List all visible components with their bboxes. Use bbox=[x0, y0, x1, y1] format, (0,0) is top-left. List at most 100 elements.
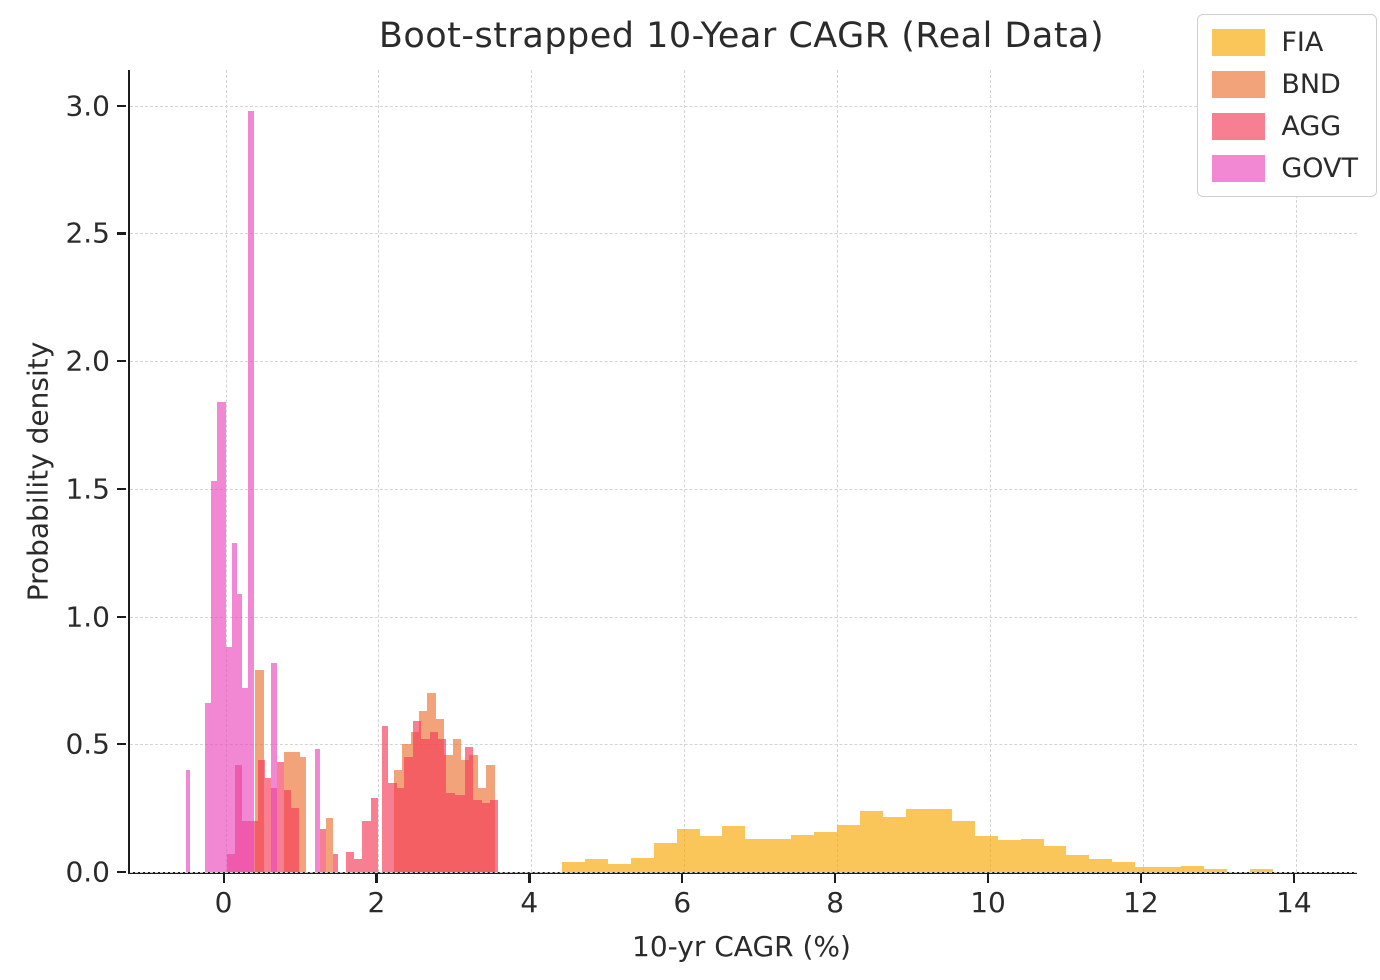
hist-bar-agg bbox=[438, 739, 447, 872]
y-tick-label: 2.0 bbox=[65, 344, 110, 378]
hist-bar-fia bbox=[791, 834, 815, 872]
gridline-x bbox=[1142, 70, 1144, 872]
hist-bar-agg bbox=[388, 782, 397, 872]
hist-bar-agg bbox=[429, 731, 439, 872]
y-axis-label: Probability density bbox=[21, 341, 55, 602]
legend: FIA BND AGG GOVT bbox=[1197, 14, 1377, 197]
hist-bar-agg bbox=[481, 803, 491, 872]
hist-bar-agg bbox=[258, 759, 266, 872]
hist-bar-govt bbox=[248, 110, 254, 872]
hist-bar-fia bbox=[561, 861, 585, 872]
hist-bar-agg bbox=[370, 797, 379, 872]
hist-bar-fia bbox=[607, 864, 631, 872]
hist-bar-agg bbox=[404, 757, 413, 872]
x-tick-mark bbox=[681, 874, 684, 883]
hist-bar-agg bbox=[283, 790, 292, 872]
gridline-x bbox=[378, 70, 380, 872]
y-tick-mark bbox=[117, 104, 126, 107]
x-tick-label: 4 bbox=[520, 886, 539, 919]
legend-item-fia: FIA bbox=[1212, 27, 1358, 58]
hist-bar-fia bbox=[860, 810, 883, 872]
hist-bar-govt bbox=[237, 593, 243, 872]
legend-label-fia: FIA bbox=[1281, 27, 1324, 58]
gridline-y bbox=[130, 233, 1357, 235]
y-tick-mark bbox=[117, 487, 126, 491]
legend-label-agg: AGG bbox=[1281, 111, 1342, 142]
x-tick-label: 12 bbox=[1123, 886, 1159, 919]
hist-bar-fia bbox=[1089, 859, 1113, 872]
hist-bar-fia bbox=[768, 838, 792, 872]
y-tick-label: 1.0 bbox=[65, 600, 110, 634]
x-tick-label: 14 bbox=[1276, 886, 1312, 919]
hist-bar-fia bbox=[951, 820, 975, 872]
hist-bar-agg bbox=[320, 828, 326, 872]
legend-item-agg: AGG bbox=[1212, 111, 1358, 142]
hist-bar-agg bbox=[421, 739, 430, 872]
y-tick-mark bbox=[117, 232, 126, 235]
gridline-x bbox=[837, 70, 839, 872]
hist-bar-fia bbox=[676, 828, 700, 872]
gridline-x bbox=[531, 70, 533, 872]
hist-bar-agg bbox=[412, 721, 422, 872]
hist-bar-fia bbox=[1158, 866, 1182, 872]
gridline-y bbox=[130, 616, 1357, 618]
x-tick-label: 2 bbox=[367, 886, 386, 919]
hist-bar-fia bbox=[974, 836, 998, 872]
hist-bar-fia bbox=[905, 809, 929, 872]
x-tick-mark bbox=[1139, 874, 1143, 883]
hist-bar-fia bbox=[1112, 861, 1136, 872]
hist-bar-govt bbox=[211, 481, 218, 872]
y-tick-mark bbox=[117, 743, 126, 746]
hist-bar-agg bbox=[362, 820, 371, 872]
hist-bar-agg bbox=[381, 726, 389, 872]
hist-bar-fia bbox=[1249, 869, 1273, 872]
hist-bar-govt bbox=[231, 542, 238, 872]
hist-bar-fia bbox=[883, 817, 906, 872]
hist-bar-agg bbox=[276, 762, 284, 872]
hist-bar-fia bbox=[653, 842, 677, 872]
y-tick-label: 2.5 bbox=[65, 216, 110, 250]
hist-bar-fia bbox=[1181, 865, 1205, 872]
y-tick-label: 1.5 bbox=[65, 472, 110, 506]
chart-title: Boot-strapped 10-Year CAGR (Real Data) bbox=[378, 16, 1105, 56]
plot-area bbox=[128, 70, 1357, 874]
hist-bar-agg bbox=[464, 746, 474, 872]
hist-bar-fia bbox=[814, 832, 838, 872]
hist-bar-bnd bbox=[325, 818, 334, 872]
legend-label-govt: GOVT bbox=[1281, 153, 1358, 184]
hist-bar-agg bbox=[333, 854, 338, 872]
hist-bar-fia bbox=[997, 840, 1021, 872]
hist-bar-fia bbox=[1066, 855, 1090, 872]
legend-swatch-govt bbox=[1212, 155, 1266, 182]
x-tick-mark bbox=[987, 874, 990, 883]
hist-bar-govt bbox=[185, 769, 191, 872]
y-tick-label: 3.0 bbox=[65, 89, 110, 123]
x-tick-mark bbox=[528, 874, 531, 883]
hist-bar-fia bbox=[584, 859, 608, 872]
hist-bar-fia bbox=[1204, 869, 1228, 872]
hist-bar-fia bbox=[699, 836, 723, 872]
hist-bar-govt bbox=[217, 402, 227, 872]
hist-bar-fia bbox=[1135, 866, 1159, 872]
hist-bar-agg bbox=[473, 800, 482, 872]
hist-bar-fia bbox=[928, 809, 952, 872]
gridline-x bbox=[684, 70, 686, 872]
x-tick-label: 6 bbox=[673, 886, 692, 919]
hist-bar-fia bbox=[745, 838, 769, 872]
hist-bar-fia bbox=[837, 824, 861, 872]
gridline-y bbox=[130, 361, 1357, 363]
x-tick-label: 0 bbox=[214, 886, 233, 919]
hist-bar-fia bbox=[1020, 838, 1044, 872]
hist-bar-fia bbox=[1043, 846, 1067, 872]
x-tick-mark bbox=[375, 874, 378, 883]
y-tick-mark bbox=[117, 360, 126, 363]
y-tick-mark bbox=[117, 615, 126, 618]
legend-item-govt: GOVT bbox=[1212, 153, 1358, 184]
x-tick-mark bbox=[1292, 874, 1296, 883]
gridline-y bbox=[130, 488, 1357, 490]
legend-swatch-bnd bbox=[1212, 71, 1266, 98]
hist-bar-fia bbox=[722, 826, 746, 872]
hist-bar-govt bbox=[271, 662, 277, 872]
gridline-x bbox=[990, 70, 992, 872]
